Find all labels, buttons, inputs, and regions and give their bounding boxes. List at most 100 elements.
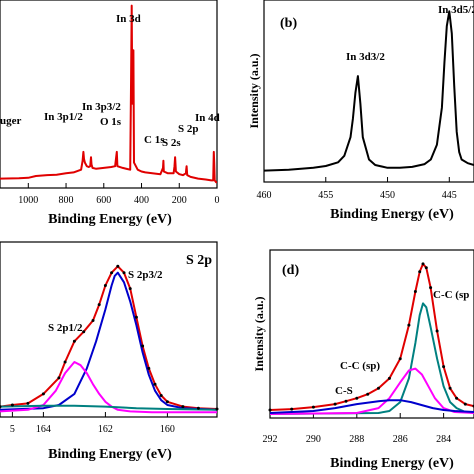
panel-a-annot-in4d: In 4d: [195, 112, 220, 124]
panel-d-tick-label: 292: [263, 434, 278, 445]
panel-d-series-3: [269, 399, 474, 414]
panel-d-tick-label: 284: [436, 434, 451, 445]
panel-d-series-0: [269, 262, 474, 411]
panel-d-raw-point: [268, 408, 272, 412]
panel-c-raw-point: [215, 407, 219, 411]
panel-b: 460 455 450 445 (b) Intensity (a.u.) Bindin…: [247, 0, 474, 222]
panel-c-series-3: [0, 404, 218, 411]
panel-d-raw-point: [448, 386, 452, 390]
panel-d-series-1: [269, 302, 474, 415]
panel-a-tick-label: 0: [215, 195, 220, 206]
panel-c-annot-s2p12: S 2p1/2: [48, 322, 83, 334]
panel-d-raw-point: [377, 386, 380, 390]
panel-b-series-0: [263, 10, 474, 172]
panel-d-raw-point: [290, 407, 294, 411]
panel-d-tick-label: 286: [393, 434, 408, 445]
panel-a-tick-label: 600: [96, 195, 111, 206]
panel-c-raw-point: [26, 401, 30, 405]
panel-b-tick-label: 445: [442, 190, 457, 201]
panel-d-raw-point: [355, 396, 359, 400]
panel-d-raw-point: [435, 329, 439, 333]
panel-a-annot-in3p12: In 3p1/2: [44, 111, 83, 123]
panel-c-frame: [0, 241, 218, 418]
panel-a-frame: [0, 0, 218, 189]
panel-a-annot-auger: uger: [0, 115, 22, 127]
panel-c-annot-s2p32: S 2p3/2: [128, 269, 163, 281]
panel-c: 5 164 162 160 S 2p Binding Energy (eV) S 2p…: [0, 241, 219, 462]
panel-c-raw-point: [0, 405, 2, 409]
panel-c-raw-point: [10, 403, 14, 407]
panel-b-annot-in3d32: In 3d3/2: [346, 51, 385, 63]
panel-d-raw-point: [424, 266, 428, 270]
panel-c-raw-point: [141, 344, 145, 348]
panel-d-tick-label: 288: [349, 434, 364, 445]
panel-a-xlabel: Binding Energy (eV): [48, 212, 172, 227]
panel-a: 1000 800 600 400 200 0 Binding Energy (eV) In…: [0, 0, 220, 227]
panel-a-tick-label: 200: [172, 195, 187, 206]
panel-c-raw-point: [159, 394, 163, 397]
panel-d-label: (d): [282, 263, 299, 278]
panel-b-tick-label: 455: [318, 190, 333, 201]
panel-d-raw-point: [387, 376, 391, 380]
panel-c-raw-point: [128, 287, 132, 291]
panel-d-raw-point: [333, 402, 337, 406]
panel-b-frame: [263, 0, 474, 183]
panel-d-frame: [269, 249, 474, 419]
panel-c-series-2: [0, 361, 217, 414]
panel-d-ylabel: Intensity (a.u.): [252, 296, 266, 371]
panel-c-raw-point: [82, 330, 86, 334]
panel-c-raw-point: [165, 400, 169, 404]
panel-c-raw-point: [63, 360, 67, 364]
panel-d-raw-point: [344, 399, 348, 403]
panel-c-raw-point: [103, 284, 107, 287]
panel-c-raw-point: [41, 392, 45, 396]
panel-b-label: (b): [280, 16, 297, 31]
panel-d-xlabel: Binding Energy (eV): [330, 456, 454, 471]
panel-a-annot-s2s: S 2s: [162, 137, 181, 149]
panel-c-raw-point: [91, 319, 95, 322]
panel-c-tick-label: 5: [10, 424, 15, 435]
panel-d-raw-point: [429, 286, 433, 290]
panel-c-raw-point: [116, 264, 120, 268]
panel-c-raw-point: [134, 315, 138, 319]
panel-d-annot-ccsp2: C-C (sp: [433, 289, 469, 301]
panel-b-xlabel: Binding Energy (eV): [330, 207, 454, 222]
panel-c-series-0: [0, 265, 218, 410]
panel-c-series-1: [0, 271, 218, 411]
panel-c-tick-label: 164: [36, 424, 51, 435]
panel-a-tick-label: 1000: [18, 195, 38, 206]
panel-c-raw-point: [97, 303, 101, 307]
panel-a-tick-label: 800: [59, 195, 74, 206]
panel-d-series-2: [269, 367, 474, 415]
panel-c-label: S 2p: [186, 253, 212, 268]
panel-b-tick-label: 450: [380, 190, 395, 201]
panel-d-raw-point: [421, 262, 425, 266]
panel-d-annot-ccsp: C-C (sp): [340, 360, 380, 372]
panel-d-raw-point: [442, 365, 446, 369]
panel-b-ylabel: Intensity (a.u.): [247, 53, 261, 128]
panel-d-raw-point: [413, 290, 417, 293]
panel-d-raw-point: [407, 323, 411, 327]
panel-d-annot-cs: C-S: [335, 385, 353, 397]
panel-c-raw-point: [57, 376, 61, 380]
panel-c-raw-point: [110, 271, 114, 275]
panel-a-annot-in3d: In 3d: [116, 13, 141, 25]
panel-a-series-0: [0, 4, 218, 184]
panel-d-raw-point: [311, 405, 315, 409]
panel-c-raw-point: [147, 366, 151, 370]
panel-a-tick-label: 400: [134, 195, 149, 206]
panel-c-xlabel: Binding Energy (eV): [48, 447, 172, 462]
panel-c-raw-point: [153, 382, 157, 386]
panel-d-raw-point: [463, 402, 467, 406]
panel-d-raw-point: [418, 270, 422, 274]
panel-d-raw-point: [398, 357, 402, 361]
panel-c-raw-point: [181, 405, 185, 409]
panel-b-annot-in3d52: In 3d5/2: [438, 4, 474, 16]
panel-d-raw-point: [455, 396, 459, 400]
panel-a-annot-o1s: O 1s: [100, 116, 122, 128]
panel-d-raw-point: [366, 392, 370, 396]
panel-a-annot-c1s: C 1s: [144, 134, 165, 146]
panel-c-raw-point: [196, 406, 200, 410]
panel-c-raw-point: [72, 339, 76, 343]
